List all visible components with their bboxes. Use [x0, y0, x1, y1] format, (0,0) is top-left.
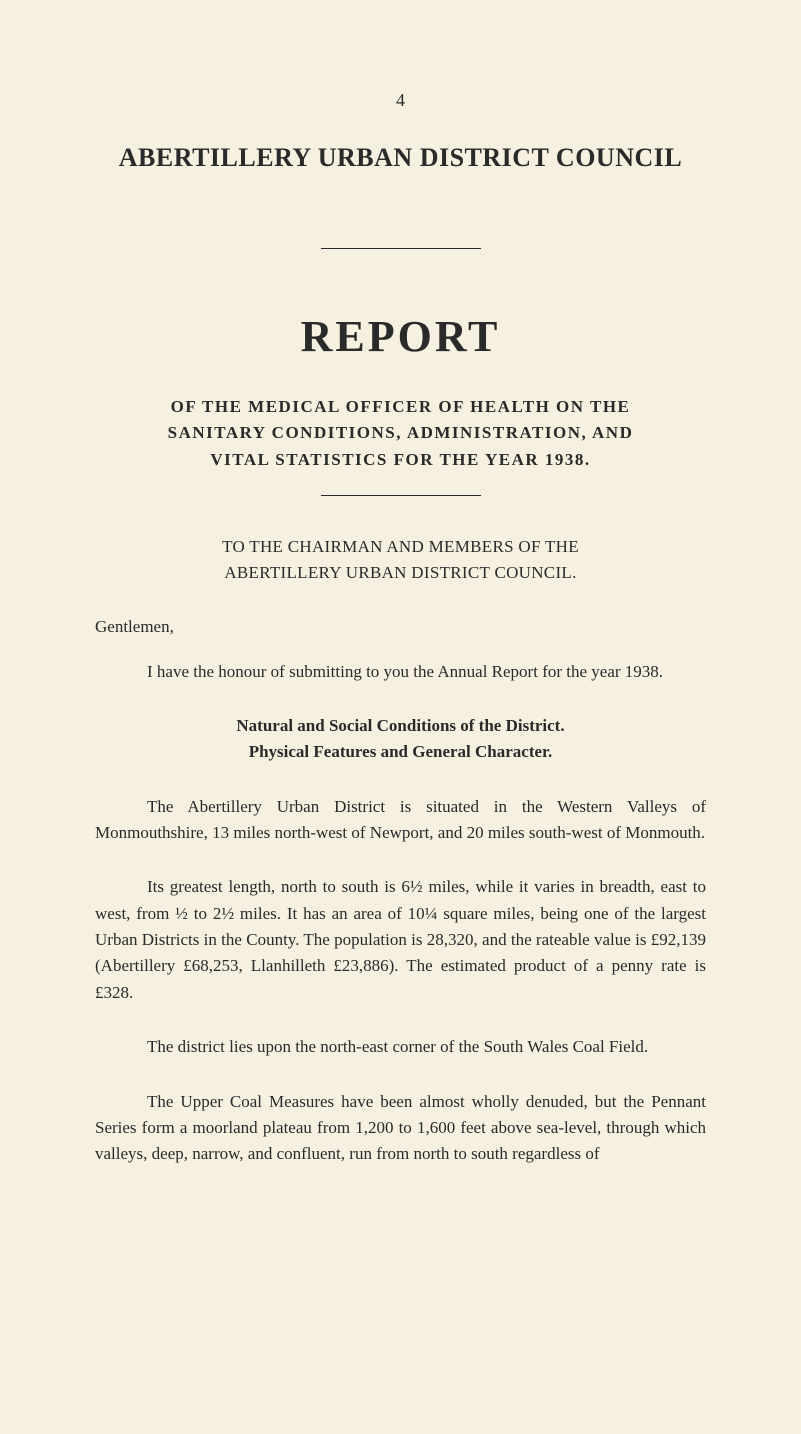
subtitle-line-2: SANITARY CONDITIONS, ADMINISTRATION, AND — [168, 423, 634, 442]
body-paragraph-1: I have the honour of submitting to you t… — [95, 659, 706, 685]
body-paragraph-2: The Abertillery Urban District is situat… — [95, 794, 706, 847]
body-paragraph-4: The district lies upon the north-east co… — [95, 1034, 706, 1060]
addressee-line-1: TO THE CHAIRMAN AND MEMBERS OF THE — [222, 537, 579, 556]
report-heading: REPORT — [95, 311, 706, 362]
body-paragraph-3: Its greatest length, north to south is 6… — [95, 874, 706, 1006]
addressee-line-2: ABERTILLERY URBAN DISTRICT COUNCIL. — [224, 563, 576, 582]
section-heading-line-2: Physical Features and General Character. — [249, 742, 553, 761]
section-heading: Natural and Social Conditions of the Dis… — [95, 713, 706, 766]
salutation: Gentlemen, — [95, 617, 706, 637]
section-heading-line-1: Natural and Social Conditions of the Dis… — [236, 716, 564, 735]
page-number: 4 — [95, 90, 706, 111]
divider-rule-small — [321, 495, 481, 496]
subtitle: OF THE MEDICAL OFFICER OF HEALTH ON THE … — [95, 394, 706, 473]
addressee-block: TO THE CHAIRMAN AND MEMBERS OF THE ABERT… — [95, 534, 706, 587]
body-paragraph-5: The Upper Coal Measures have been almost… — [95, 1089, 706, 1168]
subtitle-line-1: OF THE MEDICAL OFFICER OF HEALTH ON THE — [171, 397, 631, 416]
subtitle-line-3: VITAL STATISTICS FOR THE YEAR 1938. — [210, 450, 590, 469]
council-title: ABERTILLERY URBAN DISTRICT COUNCIL — [95, 143, 706, 173]
divider-rule — [321, 248, 481, 249]
